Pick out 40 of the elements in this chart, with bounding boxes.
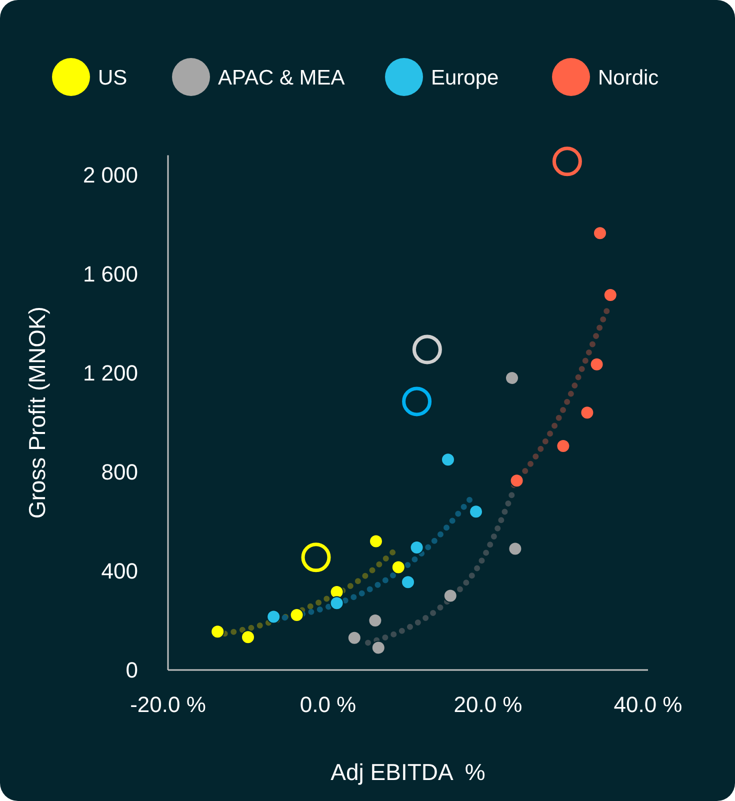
y-axis-title: Gross Profit (MNOK) — [24, 306, 50, 519]
y-tick-label: 2 000 — [82, 162, 138, 188]
point — [391, 560, 406, 574]
point — [510, 474, 524, 488]
point — [371, 640, 386, 655]
point — [469, 504, 483, 519]
y-tick-label: 400 — [101, 558, 138, 584]
x-tick-label: 0.0 % — [300, 692, 356, 717]
point — [290, 608, 304, 622]
point — [443, 588, 458, 603]
legend-label: Europe — [431, 66, 499, 90]
point — [330, 585, 344, 600]
point — [603, 288, 618, 302]
point — [330, 596, 344, 610]
point — [241, 630, 255, 644]
x-axis-title: Adj EBITDA % — [330, 759, 486, 785]
point — [347, 630, 362, 645]
point — [505, 370, 519, 385]
point — [369, 534, 383, 548]
point — [508, 542, 522, 556]
point — [368, 614, 382, 628]
point — [580, 406, 594, 420]
x-tick-label: 20.0 % — [454, 692, 522, 717]
point — [556, 439, 570, 454]
point — [210, 624, 225, 639]
point — [266, 610, 281, 624]
x-tick-label: 40.0 % — [614, 692, 682, 717]
legend-label: US — [98, 66, 128, 90]
point — [593, 226, 607, 240]
x-tick-label: -20.0 % — [130, 692, 206, 717]
legend-label: APAC & MEA — [218, 66, 345, 90]
legend-label: Nordic — [598, 66, 659, 90]
point — [401, 575, 415, 590]
point — [410, 540, 424, 554]
point — [590, 357, 604, 372]
y-tick-label: 1 200 — [82, 360, 138, 386]
y-tick-label: 800 — [101, 460, 138, 485]
point — [441, 452, 455, 467]
y-tick-label: 1 600 — [82, 262, 138, 287]
y-tick-label: 0 — [126, 658, 138, 683]
